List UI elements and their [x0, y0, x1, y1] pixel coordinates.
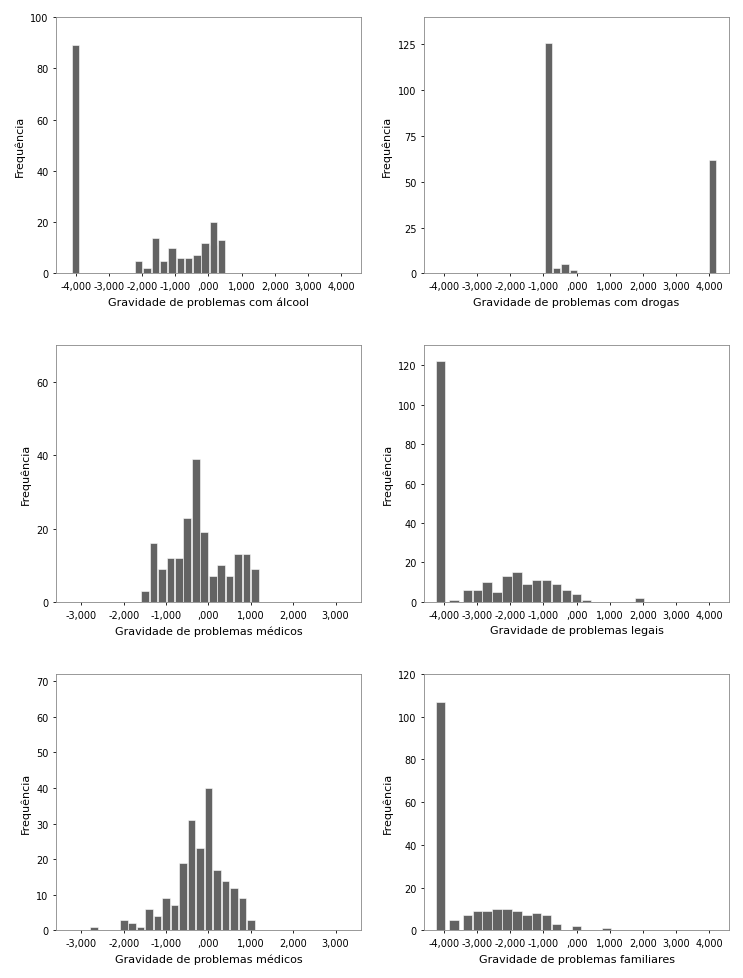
Bar — [512, 911, 522, 930]
Bar — [210, 246, 217, 274]
Bar — [230, 888, 238, 930]
Y-axis label: Frequência: Frequência — [382, 115, 392, 177]
Bar — [552, 585, 562, 602]
Bar — [532, 581, 542, 602]
Bar — [522, 915, 531, 930]
Y-axis label: Frequência: Frequência — [20, 772, 30, 833]
Bar — [502, 577, 512, 602]
Bar — [201, 533, 208, 602]
Bar — [201, 244, 209, 274]
Bar — [572, 595, 581, 602]
Y-axis label: Frequência: Frequência — [14, 115, 25, 177]
Bar — [512, 573, 522, 602]
Bar — [210, 223, 217, 274]
Bar — [192, 460, 200, 602]
Bar — [149, 544, 158, 602]
Bar — [184, 518, 191, 602]
Bar — [522, 585, 531, 602]
Bar — [463, 915, 472, 930]
Bar — [120, 919, 128, 930]
X-axis label: Gravidade de problemas com drogas: Gravidade de problemas com drogas — [473, 297, 680, 307]
Bar — [502, 910, 512, 930]
Bar — [436, 702, 445, 930]
Bar — [602, 928, 611, 930]
Bar — [169, 248, 175, 274]
Bar — [709, 160, 716, 274]
Bar — [188, 821, 195, 930]
Bar — [135, 261, 143, 274]
X-axis label: Gravidade de problemas médicos: Gravidade de problemas médicos — [114, 626, 302, 636]
Bar — [179, 863, 186, 930]
Bar — [493, 910, 502, 930]
Bar — [552, 924, 562, 930]
Bar — [152, 239, 159, 274]
Bar — [141, 592, 149, 602]
Bar — [160, 261, 167, 274]
Bar — [532, 913, 542, 930]
Bar — [234, 555, 242, 602]
Bar — [436, 362, 445, 602]
Bar — [582, 600, 591, 602]
X-axis label: Gravidade de problemas médicos: Gravidade de problemas médicos — [114, 954, 302, 964]
Bar — [542, 915, 551, 930]
Bar — [72, 46, 80, 274]
Y-axis label: Frequência: Frequência — [20, 444, 30, 505]
Bar — [177, 259, 184, 274]
Bar — [193, 256, 201, 274]
Bar — [185, 259, 192, 274]
Bar — [635, 599, 644, 602]
Bar — [221, 880, 229, 930]
Bar — [213, 870, 221, 930]
Bar — [162, 899, 170, 930]
Bar — [129, 923, 136, 930]
X-axis label: Gravidade de problemas legais: Gravidade de problemas legais — [490, 626, 663, 636]
Y-axis label: Frequência: Frequência — [382, 444, 392, 505]
Bar — [158, 569, 166, 602]
Bar — [239, 899, 246, 930]
Y-axis label: Frequência: Frequência — [382, 772, 392, 833]
Bar — [90, 927, 98, 930]
Bar — [450, 600, 458, 602]
Bar — [473, 591, 481, 602]
X-axis label: Gravidade de problemas com álcool: Gravidade de problemas com álcool — [108, 297, 309, 308]
Bar — [463, 591, 472, 602]
Bar — [473, 911, 481, 930]
Bar — [450, 919, 458, 930]
Bar — [251, 569, 259, 602]
Bar — [137, 927, 144, 930]
Bar — [196, 849, 204, 930]
Bar — [243, 555, 250, 602]
Bar — [154, 916, 161, 930]
Bar — [247, 919, 255, 930]
Bar — [218, 565, 225, 602]
Bar — [553, 269, 560, 274]
Bar — [166, 558, 174, 602]
Bar — [482, 911, 492, 930]
Bar — [572, 926, 581, 930]
Bar — [175, 558, 183, 602]
Bar — [542, 581, 551, 602]
Bar — [545, 43, 552, 274]
Bar — [562, 591, 571, 602]
Bar — [493, 593, 502, 602]
Bar — [562, 265, 568, 274]
Bar — [143, 269, 151, 274]
Bar — [226, 577, 233, 602]
X-axis label: Gravidade de problemas familiares: Gravidade de problemas familiares — [478, 954, 675, 963]
Bar — [146, 910, 153, 930]
Bar — [204, 788, 212, 930]
Bar — [482, 583, 492, 602]
Bar — [570, 271, 577, 274]
Bar — [218, 241, 225, 274]
Bar — [171, 906, 178, 930]
Bar — [209, 577, 216, 602]
